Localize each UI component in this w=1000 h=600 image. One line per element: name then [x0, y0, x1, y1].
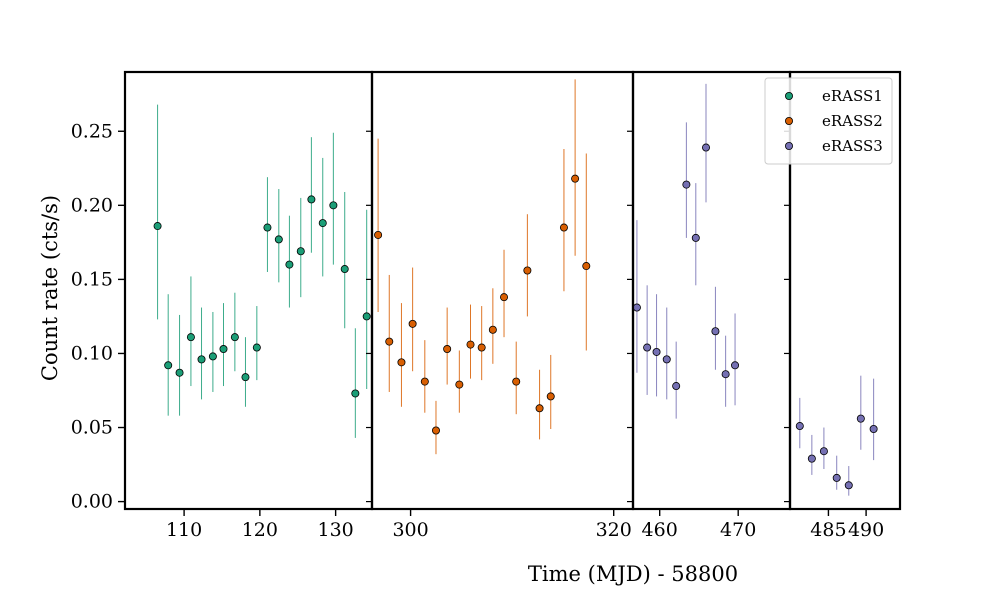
x-tick-label: 490 — [848, 519, 884, 541]
data-point — [844, 481, 853, 490]
data-point — [252, 343, 261, 352]
legend-label: eRASS3 — [822, 137, 883, 155]
legend: eRASS1 eRASS2 eRASS3 — [764, 77, 893, 165]
x-tick-label: 130 — [317, 519, 353, 541]
data-point — [274, 235, 283, 244]
data-point — [408, 319, 417, 328]
x-tick-label: 320 — [596, 519, 632, 541]
y-axis-label: Count rate (cts/s) — [38, 195, 62, 381]
data-point — [318, 219, 327, 228]
panel-1: 0.00 0.05 0.10 0.15 0.20 0.25 110 120 130 — [71, 70, 374, 541]
data-point — [466, 340, 475, 349]
data-point — [186, 333, 195, 342]
data-point — [153, 222, 162, 231]
data-point — [397, 358, 406, 367]
x-tick-label: 110 — [166, 519, 202, 541]
series-eRASS2 — [374, 79, 591, 455]
data-point — [643, 343, 652, 352]
data-point — [869, 425, 878, 434]
legend-marker — [785, 92, 794, 101]
series-eRASS3 — [795, 375, 878, 496]
data-point — [500, 293, 509, 302]
data-point — [731, 361, 740, 370]
data-point — [340, 265, 349, 274]
x-axis-label: Time (MJD) - 58800 — [528, 562, 738, 586]
legend-marker — [785, 141, 794, 150]
data-point — [856, 414, 865, 423]
panel-frame — [788, 70, 902, 511]
legend-item-eRASS3: eRASS3 — [785, 137, 883, 155]
data-point — [455, 380, 464, 389]
data-point — [208, 352, 217, 361]
data-point — [219, 345, 228, 354]
data-point — [477, 343, 486, 352]
x-tick-label: 470 — [720, 519, 756, 541]
data-point — [374, 230, 383, 239]
data-point — [571, 174, 580, 183]
x-tick-label: 300 — [392, 519, 428, 541]
y-tick-label: 0.10 — [71, 342, 113, 364]
panel-frame — [123, 70, 374, 511]
x-tick-label: 460 — [642, 519, 678, 541]
data-point — [711, 327, 720, 336]
x-tick-label: 120 — [242, 519, 278, 541]
data-point — [819, 447, 828, 456]
data-point — [795, 422, 804, 431]
panels-layer: 0.00 0.05 0.10 0.15 0.20 0.25 110 120 130 300 320 4… — [71, 70, 902, 541]
legend-label: eRASS2 — [822, 112, 883, 130]
data-point — [329, 201, 338, 210]
y-tick-label: 0.25 — [71, 120, 113, 142]
y-tick-label: 0.05 — [71, 417, 113, 439]
data-point — [351, 389, 360, 398]
data-point — [682, 180, 691, 189]
data-point — [488, 325, 497, 334]
data-point — [164, 361, 173, 370]
data-point — [662, 355, 671, 364]
data-point — [523, 266, 532, 275]
legend-item-eRASS2: eRASS2 — [785, 112, 883, 130]
panel-frame — [370, 70, 635, 511]
data-point — [362, 312, 371, 321]
data-point — [420, 377, 429, 386]
y-tick-label: 0.00 — [71, 491, 113, 513]
legend-marker — [785, 117, 794, 126]
data-point — [807, 454, 816, 463]
data-point — [263, 223, 272, 232]
y-tick-label: 0.15 — [71, 268, 113, 290]
data-point — [672, 382, 681, 391]
x-tick-label: 485 — [810, 519, 846, 541]
legend-label: eRASS1 — [822, 87, 883, 105]
data-point — [559, 223, 568, 232]
data-point — [832, 473, 841, 482]
data-point — [702, 143, 711, 152]
y-tick-label: 0.20 — [71, 194, 113, 216]
panel-4: 485 490 — [784, 70, 902, 541]
data-point — [512, 377, 521, 386]
data-point — [535, 404, 544, 413]
data-point — [296, 247, 305, 256]
data-point — [241, 373, 250, 382]
data-point — [443, 345, 452, 354]
legend-item-eRASS1: eRASS1 — [785, 87, 883, 105]
data-point — [230, 333, 239, 342]
data-point — [582, 262, 591, 271]
data-point — [197, 355, 206, 364]
data-point — [307, 195, 316, 204]
data-point — [175, 368, 184, 377]
data-point — [633, 303, 641, 312]
data-point — [431, 426, 440, 435]
data-point — [691, 233, 700, 242]
legend-box — [764, 77, 893, 165]
series-eRASS3 — [633, 83, 740, 419]
data-point — [652, 347, 661, 356]
data-point — [385, 337, 394, 346]
data-point — [285, 260, 294, 269]
series-eRASS1 — [153, 104, 371, 438]
data-point — [721, 370, 730, 379]
panel-2: 300 320 — [366, 70, 635, 541]
data-point — [546, 392, 555, 401]
